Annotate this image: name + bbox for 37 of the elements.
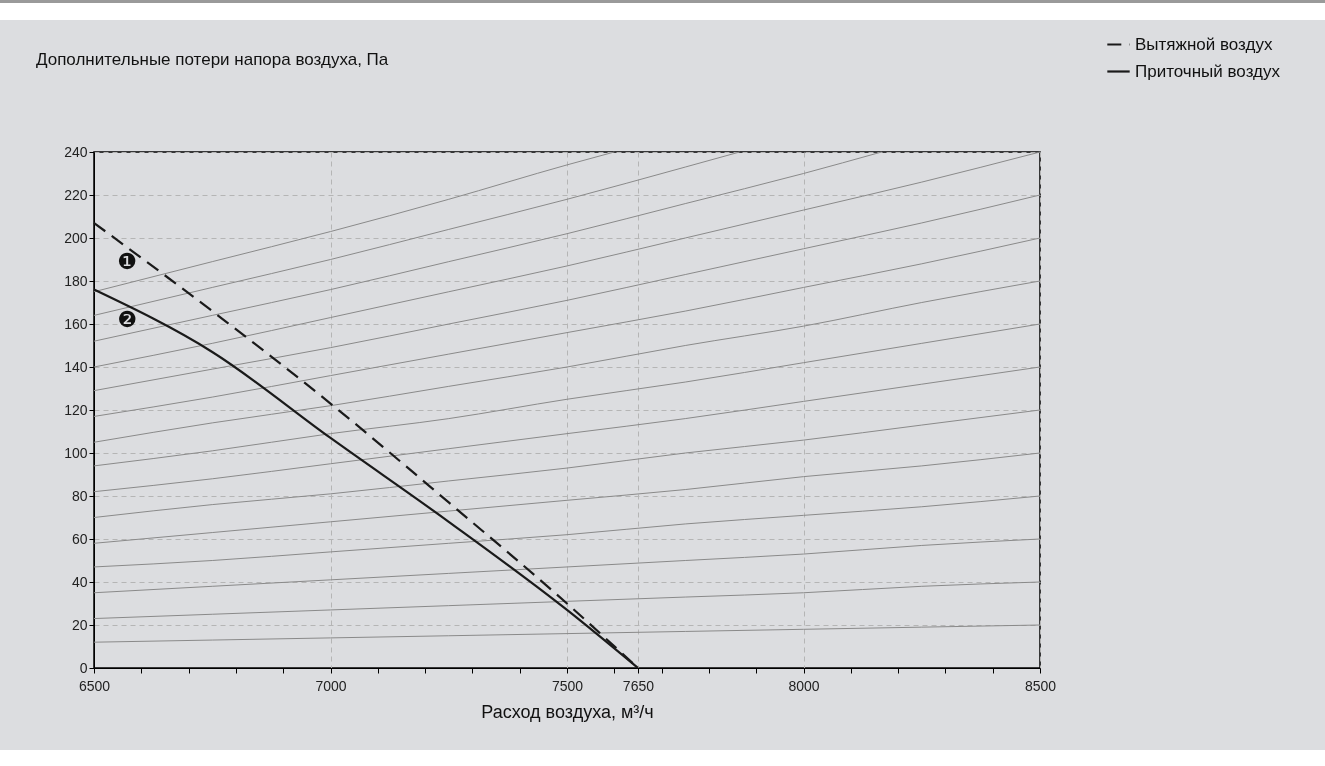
y-tick-label: 0 xyxy=(79,659,88,676)
line-series xyxy=(93,495,1041,568)
line-series xyxy=(93,237,1041,417)
legend-label: Вытяжной воздух xyxy=(1135,34,1273,54)
annotation: ❶ xyxy=(117,248,137,274)
x-tick-label: 7000 xyxy=(315,677,347,694)
y-tick-label: 240 xyxy=(64,143,88,160)
y-tick-label: 80 xyxy=(71,487,88,504)
line-series xyxy=(93,151,615,293)
y-tick-label: 160 xyxy=(64,315,88,332)
line-series xyxy=(93,409,1041,518)
y-tick-label: 220 xyxy=(64,186,88,203)
x-axis-title: Расход воздуха, м³/ч xyxy=(481,701,654,722)
y-tick-label: 60 xyxy=(71,530,88,547)
line-series xyxy=(93,452,1041,544)
line-series xyxy=(93,581,1041,620)
line-series xyxy=(93,194,1041,392)
x-tick-label: 7650 xyxy=(622,677,655,694)
y-tick-label: 200 xyxy=(64,229,88,246)
line-series xyxy=(93,280,1041,443)
y-tick-label: 20 xyxy=(71,616,88,633)
x-tick-label: 8500 xyxy=(1024,677,1057,694)
y-tick-label: 120 xyxy=(64,401,88,418)
y-tick-label: 100 xyxy=(64,444,88,461)
y-tick-label: 40 xyxy=(71,573,88,590)
line-series xyxy=(93,538,1041,594)
x-tick-label: 8000 xyxy=(788,677,820,694)
x-tick-label: 7500 xyxy=(551,677,584,694)
x-tick-label: 6500 xyxy=(78,677,111,694)
legend-label: Приточный воздух xyxy=(1135,61,1281,81)
y-tick-label: 180 xyxy=(64,272,88,289)
line-series xyxy=(93,151,883,342)
chart-title: Дополнительные потери напора воздуха, Па xyxy=(36,50,389,69)
line-series xyxy=(93,366,1041,493)
y-tick-label: 140 xyxy=(64,358,88,375)
line-series xyxy=(93,624,1041,643)
annotation: ❷ xyxy=(117,306,137,332)
